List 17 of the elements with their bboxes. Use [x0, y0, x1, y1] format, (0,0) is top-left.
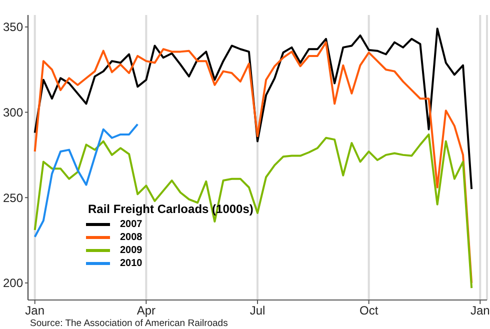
line-series	[34, 41, 473, 284]
line-series	[34, 133, 473, 290]
y-tick-label: 300	[2, 106, 24, 120]
legend-label: 2007	[120, 219, 142, 230]
x-tick-label: Oct	[359, 304, 379, 318]
x-tick-label: Jan	[25, 304, 45, 318]
x-tick-label: Jul	[250, 304, 266, 318]
legend-label: 2010	[120, 258, 142, 269]
source-note: Source: The Association of American Railroads	[30, 318, 228, 329]
y-tick-label: 350	[2, 20, 24, 34]
x-tick-label: Apr	[136, 304, 156, 318]
x-tick-label: Jan	[470, 304, 490, 318]
legend-label: 2009	[120, 245, 142, 256]
y-tick-label: 250	[2, 190, 24, 205]
legend-label: 2008	[120, 232, 142, 243]
line-series	[34, 28, 473, 190]
y-tick-label: 200	[2, 276, 24, 290]
